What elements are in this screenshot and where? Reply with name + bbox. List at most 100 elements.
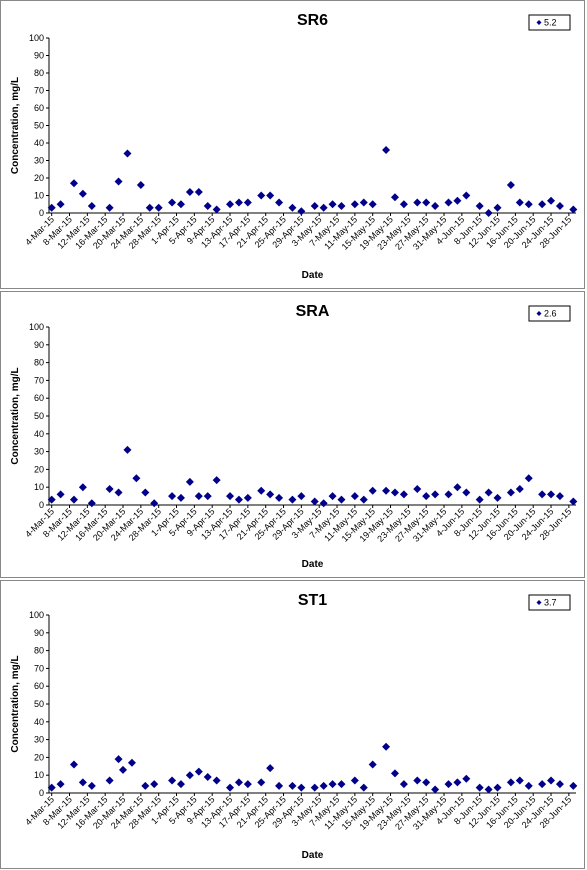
data-point [257, 778, 266, 787]
data-point [141, 781, 150, 790]
data-point [382, 146, 391, 154]
y-tick-label: 90 [34, 340, 44, 350]
data-point [87, 202, 96, 210]
data-point [69, 179, 78, 188]
y-tick-label: 40 [34, 717, 44, 727]
y-tick-label: 30 [34, 735, 44, 745]
data-point [337, 780, 346, 789]
data-point [462, 191, 471, 200]
legend-label: 5.2 [544, 18, 557, 28]
data-point [297, 492, 306, 501]
data-point [275, 781, 284, 790]
data-point [136, 181, 145, 189]
y-tick-label: 40 [34, 429, 44, 439]
data-point [288, 495, 297, 504]
data-point [462, 774, 471, 783]
data-point [359, 495, 368, 504]
legend-marker [536, 600, 542, 605]
data-point [337, 495, 346, 504]
data-point [350, 776, 359, 785]
data-point [185, 477, 194, 486]
data-point [87, 499, 96, 508]
data-point [453, 483, 462, 492]
data-point [484, 209, 493, 217]
data-point [493, 493, 502, 502]
data-point [78, 189, 87, 198]
data-point [506, 488, 515, 497]
data-point [484, 785, 493, 794]
data-point [515, 776, 524, 785]
data-point [119, 765, 128, 774]
data-point [141, 488, 150, 497]
data-point [69, 760, 78, 769]
y-tick-label: 50 [34, 699, 44, 709]
data-point [399, 490, 408, 499]
data-point [194, 188, 203, 196]
data-point [114, 755, 123, 764]
data-point [413, 776, 422, 785]
data-point [328, 200, 337, 209]
data-point [475, 202, 484, 210]
data-point [555, 202, 564, 210]
data-point [243, 780, 252, 789]
data-point [422, 492, 431, 501]
chart-st1: ST1 Concentration, mg/L Date 0 10 20 30 40 50 60 7… [10, 592, 578, 861]
y-tick-label: 50 [34, 411, 44, 421]
y-tick-label: 60 [34, 393, 44, 403]
chart-title: SRA [296, 303, 330, 320]
data-point [493, 783, 502, 792]
data-point [123, 445, 132, 454]
data-point [422, 198, 431, 207]
y-tick-label: 100 [29, 322, 44, 332]
data-point [337, 202, 346, 210]
data-point [168, 492, 177, 501]
data-point [368, 486, 377, 495]
data-point [226, 783, 235, 792]
data-point [538, 200, 547, 209]
data-point [444, 198, 453, 207]
chart-title: SR6 [297, 12, 328, 29]
data-point [185, 188, 194, 196]
data-point [288, 781, 297, 790]
data-point [78, 778, 87, 787]
data-point [328, 780, 337, 789]
data-point [176, 200, 185, 209]
data-point [350, 200, 359, 209]
legend-label: 3.7 [544, 598, 557, 608]
data-point [390, 488, 399, 497]
legend-marker [536, 20, 542, 25]
data-point [359, 783, 368, 792]
data-point [154, 203, 163, 212]
y-tick-label: 10 [34, 191, 44, 201]
data-point [413, 484, 422, 493]
y-tick-label: 90 [34, 51, 44, 61]
data-point [547, 776, 556, 785]
chart-title: ST1 [298, 592, 327, 609]
data-point [475, 783, 484, 792]
data-point [297, 207, 306, 216]
data-point [368, 200, 377, 209]
data-point [243, 493, 252, 502]
y-tick-label: 30 [34, 447, 44, 457]
data-point [78, 483, 87, 492]
data-point [484, 488, 493, 497]
data-point [56, 200, 65, 209]
data-point [127, 758, 136, 767]
data-point [382, 742, 391, 751]
data-point [310, 202, 319, 210]
data-point [547, 196, 556, 205]
data-point [288, 203, 297, 212]
data-point [390, 769, 399, 778]
data-point [462, 488, 471, 497]
data-point [368, 760, 377, 769]
y-tick-label: 20 [34, 464, 44, 474]
data-point [203, 492, 212, 501]
data-point [453, 778, 462, 787]
data-point [515, 198, 524, 207]
y-tick-label: 10 [34, 482, 44, 492]
y-tick-label: 100 [29, 33, 44, 43]
data-point [359, 198, 368, 207]
y-tick-label: 0 [39, 208, 44, 218]
legend-box [528, 305, 571, 322]
data-point [150, 499, 159, 508]
